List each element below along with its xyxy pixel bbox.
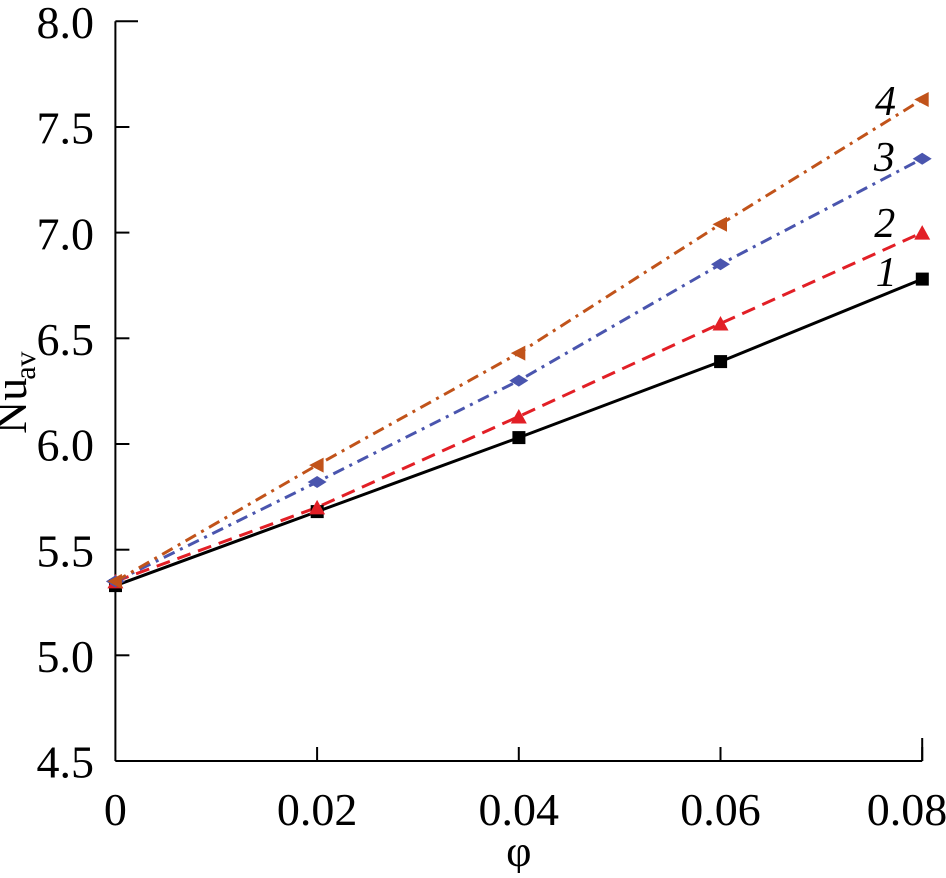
svg-text:5.5: 5.5	[37, 525, 95, 576]
svg-text:7.5: 7.5	[37, 103, 95, 154]
svg-text:0: 0	[104, 784, 127, 835]
svg-text:4.5: 4.5	[37, 737, 95, 788]
svg-text:4: 4	[875, 79, 896, 125]
svg-text:0.08: 0.08	[867, 784, 946, 835]
svg-text:0.06: 0.06	[680, 784, 761, 835]
svg-text:0.02: 0.02	[277, 784, 358, 835]
svg-text:1: 1	[876, 250, 897, 296]
svg-text:8.0: 8.0	[37, 0, 95, 48]
svg-text:6.0: 6.0	[37, 420, 95, 471]
svg-text:5.0: 5.0	[37, 631, 95, 682]
svg-text:6.5: 6.5	[37, 314, 95, 365]
svg-text:2: 2	[874, 201, 895, 247]
svg-text:7.0: 7.0	[37, 208, 95, 259]
svg-text:φ: φ	[506, 827, 531, 873]
svg-text:3: 3	[873, 135, 895, 181]
